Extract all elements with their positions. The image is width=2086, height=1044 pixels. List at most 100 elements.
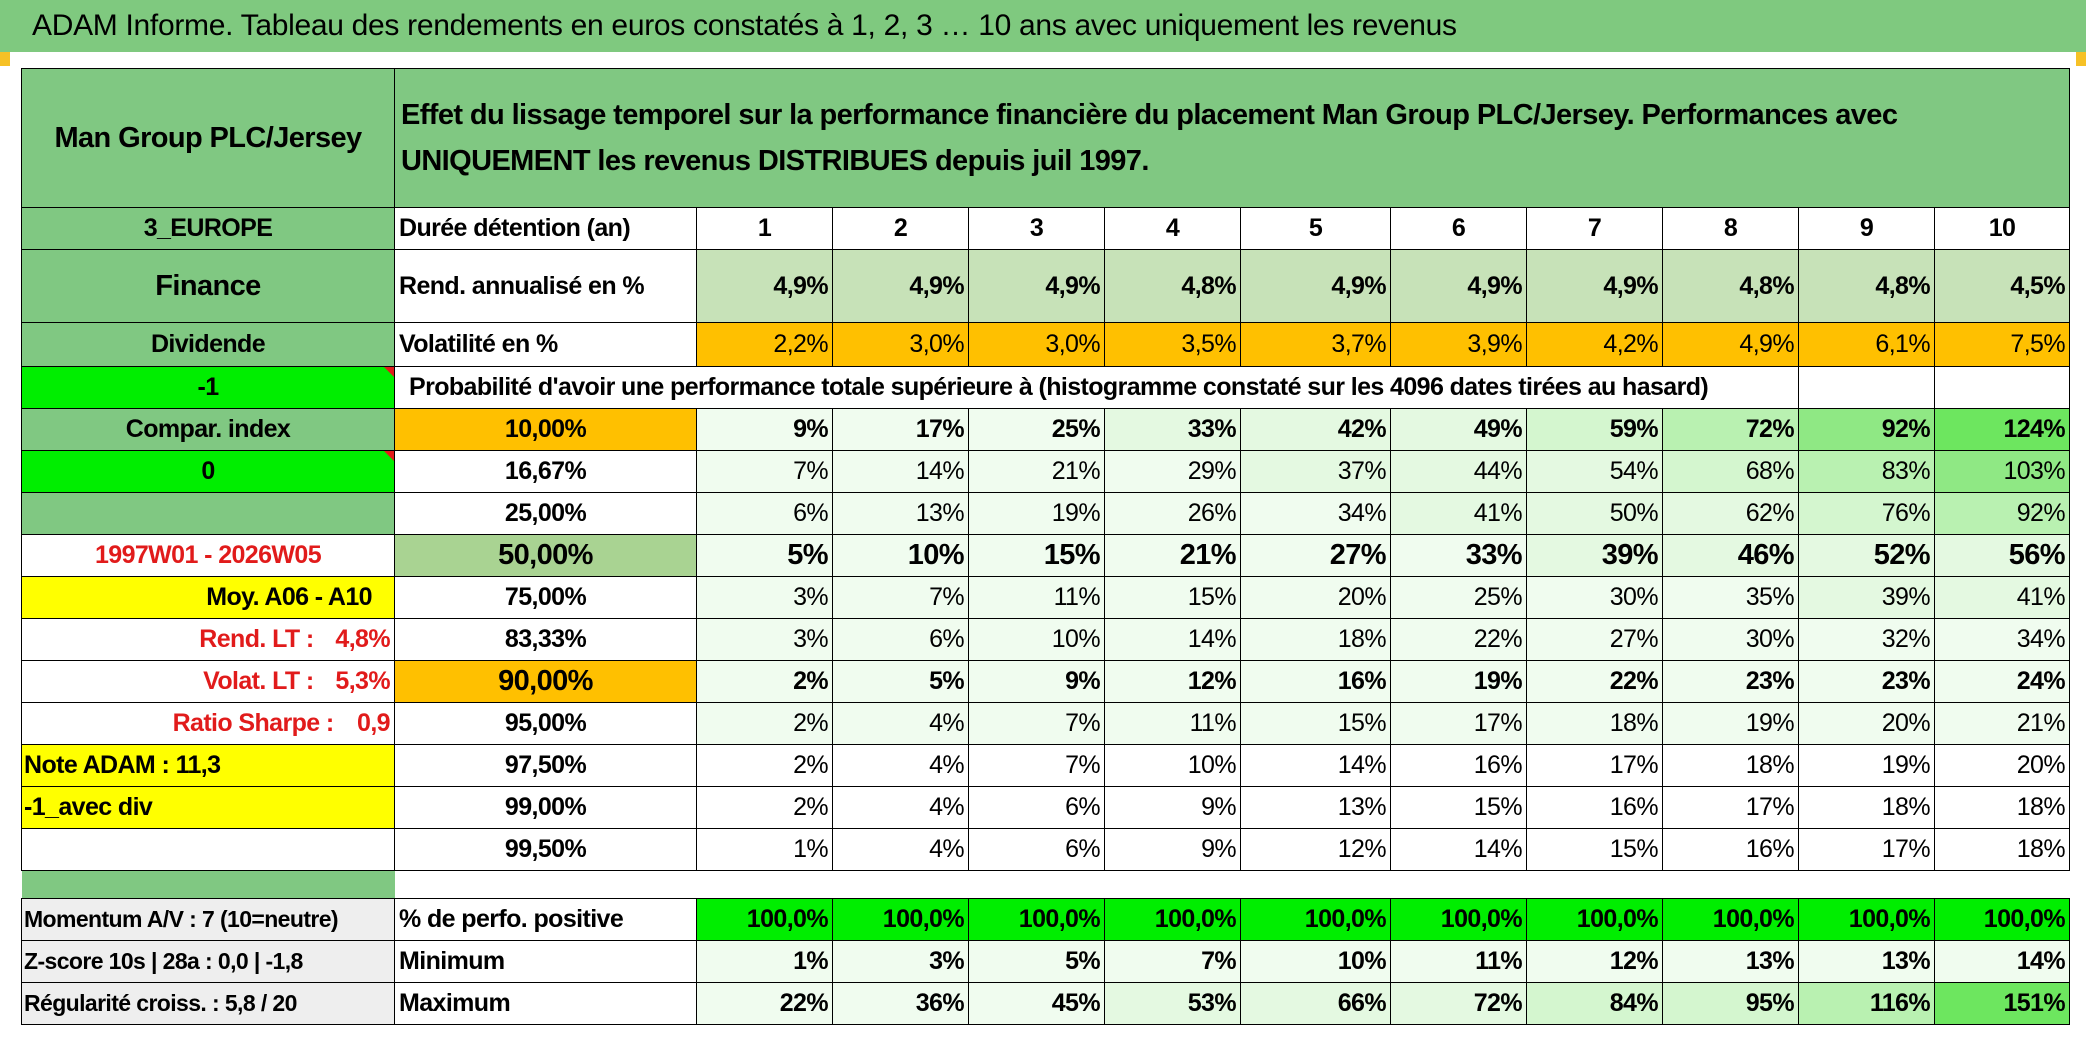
zscore-label: Z-score 10s | 28a : 0,0 | -1,8 [21,940,395,983]
maximum-cell: 36% [832,982,969,1025]
percentile-cell: 13% [1240,786,1391,829]
percentile-cell: 22% [1526,660,1663,703]
positive-cell: 100,0% [1240,898,1391,941]
minimum-label: Minimum [394,940,697,983]
spacer-cell [21,870,395,899]
volat-cell: 7,5% [1934,322,2070,367]
rend-lt-value: 4,8% [335,625,390,653]
positive-cell: 100,0% [1526,898,1663,941]
percentile-cell: 3% [696,618,833,661]
positive-cell: 100,0% [1934,898,2070,941]
percentile-cell: 18% [1240,618,1391,661]
year-header: 10 [1934,207,2070,250]
percentile-cell: 17% [1526,744,1663,787]
minimum-cell: 7% [1104,940,1241,983]
percentile-cell: 10% [968,618,1105,661]
percentile-cell: 17% [1662,786,1799,829]
period-label: 1997W01 - 2026W05 [21,534,395,577]
percentile-cell: 11% [968,576,1105,619]
maximum-cell: 45% [968,982,1105,1025]
percentile-cell: 22% [1390,618,1527,661]
minimum-cell: 13% [1798,940,1935,983]
positive-cell: 100,0% [1104,898,1241,941]
positive-cell: 100,0% [968,898,1105,941]
volat-lt-stat: Volat. LT : 5,3% [21,660,395,703]
volat-label: Volatilité en % [394,322,697,367]
maximum-cell: 66% [1240,982,1391,1025]
percentile-cell: 18% [1798,786,1935,829]
percentile-cell: 68% [1662,450,1799,493]
maximum-cell: 116% [1798,982,1935,1025]
percentile-cell: 21% [1104,534,1241,577]
empty-cell [1934,366,2070,409]
percentile-cell: 7% [968,702,1105,745]
compar-index-label: Compar. index [21,408,395,451]
percentile-cell: 49% [1390,408,1527,451]
rend-cell: 4,9% [1240,249,1391,323]
sharpe-label: Ratio Sharpe : [172,709,335,737]
percentile-cell: 35% [1662,576,1799,619]
minimum-cell: 1% [696,940,833,983]
maximum-cell: 151% [1934,982,2070,1025]
rend-cell: 4,9% [696,249,833,323]
volat-cell: 6,1% [1798,322,1935,367]
maximum-cell: 95% [1662,982,1799,1025]
positive-cell: 100,0% [696,898,833,941]
rend-cell: 4,5% [1934,249,2070,323]
report-title: ADAM Informe. Tableau des rendements en … [0,0,2086,52]
percentile-cell: 76% [1798,492,1935,535]
percentile-cell: 24% [1934,660,2070,703]
percentile-cell: 18% [1662,744,1799,787]
percentile-cell: 52% [1798,534,1935,577]
rend-cell: 4,9% [1390,249,1527,323]
fund-name: Man Group PLC/Jersey [21,68,395,208]
percentile-cell: 2% [696,660,833,703]
percentile-cell: 23% [1662,660,1799,703]
percentile-cell: 15% [968,534,1105,577]
percentile-cell: 14% [832,450,969,493]
percentile-cell: 19% [968,492,1105,535]
percentile-cell: 4% [832,828,969,871]
percentile-cell: 15% [1104,576,1241,619]
minimum-cell: 13% [1662,940,1799,983]
corner-marker [0,52,10,66]
percentile-cell: 6% [832,618,969,661]
flag-cell: -1 [21,366,395,409]
percentile-cell: 9% [696,408,833,451]
percentile-cell: 6% [968,786,1105,829]
percentile-label: 16,67% [394,450,697,493]
percentile-cell: 13% [832,492,969,535]
percentile-cell: 2% [696,786,833,829]
percentile-cell: 34% [1934,618,2070,661]
percentile-cell: 42% [1240,408,1391,451]
percentile-cell: 39% [1526,534,1663,577]
percentile-cell: 19% [1798,744,1935,787]
percentile-cell: 14% [1240,744,1391,787]
rend-cell: 4,9% [968,249,1105,323]
percentile-cell: 9% [1104,786,1241,829]
percentile-cell: 21% [1934,702,2070,745]
rend-cell: 4,8% [1104,249,1241,323]
percentile-label: 95,00% [394,702,697,745]
percentile-cell: 27% [1240,534,1391,577]
percentile-label: 99,50% [394,828,697,871]
percentile-cell: 34% [1240,492,1391,535]
positive-cell: 100,0% [1662,898,1799,941]
percentile-cell: 20% [1934,744,2070,787]
percentile-cell: 2% [696,702,833,745]
rend-cell: 4,9% [1526,249,1663,323]
percentile-cell: 20% [1798,702,1935,745]
sharpe-stat: Ratio Sharpe : 0,9 [21,702,395,745]
positive-label: % de perfo. positive [394,898,697,941]
percentile-label: 75,00% [394,576,697,619]
year-header: 5 [1240,207,1391,250]
percentile-cell: 30% [1662,618,1799,661]
sector-label: Finance [21,249,395,323]
percentile-cell: 5% [696,534,833,577]
probability-caption: Probabilité d'avoir une performance tota… [394,366,1799,409]
moy-label: Moy. A06 - A10 [21,576,395,619]
empty-cell [1798,366,1935,409]
volat-cell: 4,2% [1526,322,1663,367]
percentile-cell: 20% [1240,576,1391,619]
rend-label: Rend. annualisé en % [394,249,697,323]
